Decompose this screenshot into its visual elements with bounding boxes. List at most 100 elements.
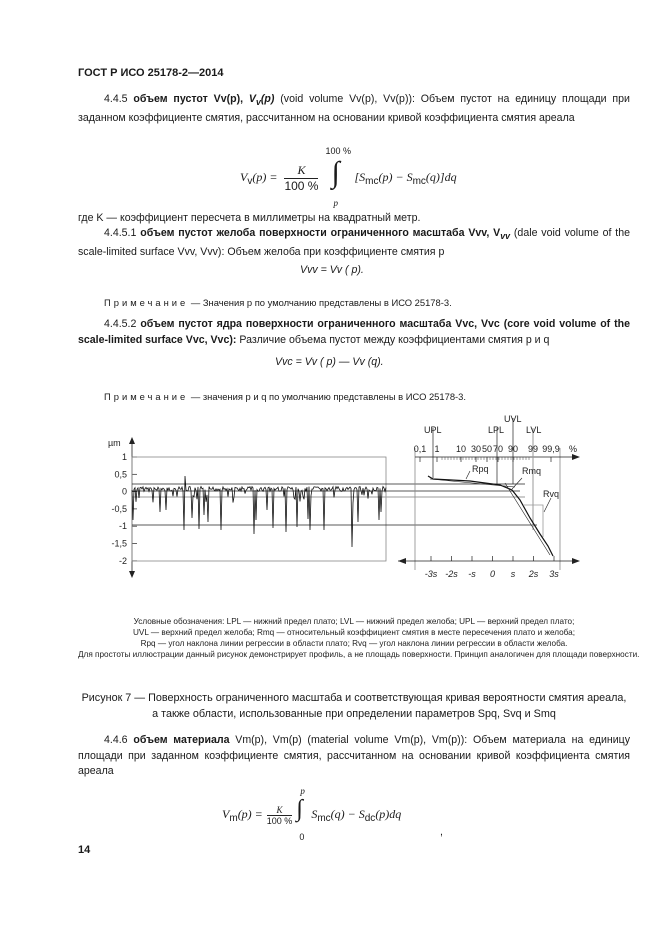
figure-7: µm 10,50-0,5-1-1,5-2 0,1 1 10 30 50 70 90 99 99,… xyxy=(108,414,580,579)
uvl-label: UVL xyxy=(504,414,522,424)
s-tick-label: -2s xyxy=(445,569,458,579)
note-text: — Значения p по умолчанию представлены в… xyxy=(190,297,452,308)
section-number: 4.4.5.1 xyxy=(104,227,137,239)
s-tick-label: 3s xyxy=(549,569,559,579)
legend-note: Для простоты иллюстрации данный рисунок … xyxy=(78,650,640,659)
rmq-label: Rmq xyxy=(522,466,541,476)
percent-tick-label: 30 xyxy=(471,444,481,454)
s-tick-label: s xyxy=(511,569,516,579)
f-den: 100 % xyxy=(284,179,319,193)
note-2: Примечание — значения p и q по умолчанию… xyxy=(104,391,466,402)
section-4-4-6: 4.4.6 объем материала Vm(p), Vm(p) (mate… xyxy=(78,733,630,780)
f-num: K xyxy=(284,163,319,179)
f-lhs-sub: v xyxy=(247,176,253,188)
f-end: (q)]dq xyxy=(425,169,457,184)
section-number: 4.4.5.2 xyxy=(104,318,137,330)
rvq-label: Rvq xyxy=(543,489,559,499)
rmq-pointer xyxy=(511,477,523,490)
rvq-regression xyxy=(504,482,551,556)
f-lhs-arg: (p) = xyxy=(237,806,263,821)
term-sub: vv xyxy=(500,231,511,242)
f-body: [S xyxy=(354,169,366,184)
formula-vm: Vm(p) = K 100 % p ∫ 0 Smc(q) − Sdc(p)dq xyxy=(222,786,402,842)
document-header: ГОСТ Р ИСО 25178-2—2014 xyxy=(78,67,224,79)
term-symbol: V xyxy=(248,93,256,105)
f-body: S xyxy=(311,806,318,821)
y-tick-label: 1 xyxy=(122,452,127,462)
upl-label: UPL xyxy=(424,425,442,435)
formula-trailing-comma: , xyxy=(440,826,443,838)
y-tick-label: -1 xyxy=(119,521,127,531)
formula-vvc: Vvc = Vv ( p) — Vv (q). xyxy=(275,356,384,368)
f-sub2: mc xyxy=(412,176,426,188)
f-num: K xyxy=(266,805,293,816)
percent-tick-label: % xyxy=(569,444,577,454)
f-lhs-arg: (p) = xyxy=(252,169,278,184)
y-unit-label: µm xyxy=(108,438,121,448)
percent-tick-label: 50 xyxy=(482,444,492,454)
s-axis-arrow-left xyxy=(398,558,406,564)
f-lower: p xyxy=(333,198,338,208)
f-den: 100 % xyxy=(266,815,293,826)
legend-line: Условные обозначения: LPL — нижний преде… xyxy=(133,617,575,626)
lpl-label: LPL xyxy=(488,425,504,435)
definition-text: Vm(p), Vm(p) (material volume Vm(p), Vm(… xyxy=(78,734,630,777)
percent-tick-label: 10 xyxy=(456,444,466,454)
formula-vvv: Vvv = Vv ( p). xyxy=(300,264,364,276)
formula-vv: Vv(p) = K 100 % 100 % ∫ p [Smc(p) − Smc(q… xyxy=(240,146,457,208)
term: объем материала xyxy=(133,734,230,746)
section-number: 4.4.6 xyxy=(104,734,128,746)
where-text: где K — коэффициент пересчета в миллимет… xyxy=(78,212,421,224)
y-tick-label: -2 xyxy=(119,556,127,566)
lvl-label: LVL xyxy=(526,425,541,435)
rpq-pointer xyxy=(465,470,471,480)
f-sub2: dc xyxy=(364,813,376,825)
note-label: Примечание xyxy=(104,297,189,308)
percent-tick-label: 99,9 xyxy=(542,444,560,454)
definition-text: Различие объема пустот между коэффициент… xyxy=(239,333,550,346)
f-lhs: V xyxy=(222,806,230,821)
f-upper: p xyxy=(300,786,305,796)
f-lower: 0 xyxy=(299,832,305,842)
rpq-regression xyxy=(429,478,516,488)
profile-frame xyxy=(131,456,387,562)
y-tick-label: 0 xyxy=(122,487,127,497)
rpq-label: Rpq xyxy=(472,464,489,474)
term: объем пустот Vv(p), xyxy=(133,93,244,105)
section-number: 4.4.5 xyxy=(104,93,128,105)
percent-tick-label: 0,1 xyxy=(414,444,427,454)
f-end: (p)dq xyxy=(375,806,402,821)
s-tick-label: 2s xyxy=(528,569,539,579)
percent-tick-label: 1 xyxy=(434,444,439,454)
f-upper: 100 % xyxy=(325,146,351,156)
surface-profile xyxy=(131,475,387,548)
s-tick-label: 0 xyxy=(490,569,495,579)
f-sub1: mc xyxy=(317,813,331,825)
f-sub1: mc xyxy=(365,176,379,188)
definition-text: (void volume Vv(p), Vv(p)): Объем пустот… xyxy=(78,93,630,124)
rvq-pointer xyxy=(543,497,552,513)
percent-axis-arrow xyxy=(572,454,580,460)
f-lhs: V xyxy=(240,169,248,184)
term-sub: v xyxy=(255,97,261,108)
legend-line: Rpq — угол наклона линии регрессии в обл… xyxy=(140,639,568,648)
section-4-4-5: 4.4.5 объем пустот Vv(p), Vv(p) (void vo… xyxy=(78,92,630,126)
percent-tick-label: 70 xyxy=(493,444,503,454)
f-mid: (p) − S xyxy=(378,169,413,184)
note-label: Примечание xyxy=(104,391,189,402)
term: объем пустот желоба поверхности ограниче… xyxy=(140,227,501,239)
s-tick-label: -3s xyxy=(425,569,438,579)
legend-line: UVL — верхний предел желоба; Rmq — относ… xyxy=(133,628,575,637)
f-mid: (q) − S xyxy=(330,806,365,821)
term-arg: (p) xyxy=(260,93,275,105)
y-tick-label: -0,5 xyxy=(111,504,127,514)
s-axis-arrow xyxy=(572,558,580,564)
rvq-box xyxy=(523,504,544,537)
bearing-area-curve xyxy=(427,475,554,557)
section-4-4-5-2: 4.4.5.2 объем пустот ядра поверхности ог… xyxy=(78,317,630,348)
y-tick-label: 0,5 xyxy=(114,469,127,479)
s-tick-label: -s xyxy=(468,569,476,579)
term: объем пустот ядра поверхности ограниченн… xyxy=(78,318,630,346)
y-axis-arrow-down xyxy=(129,571,135,578)
